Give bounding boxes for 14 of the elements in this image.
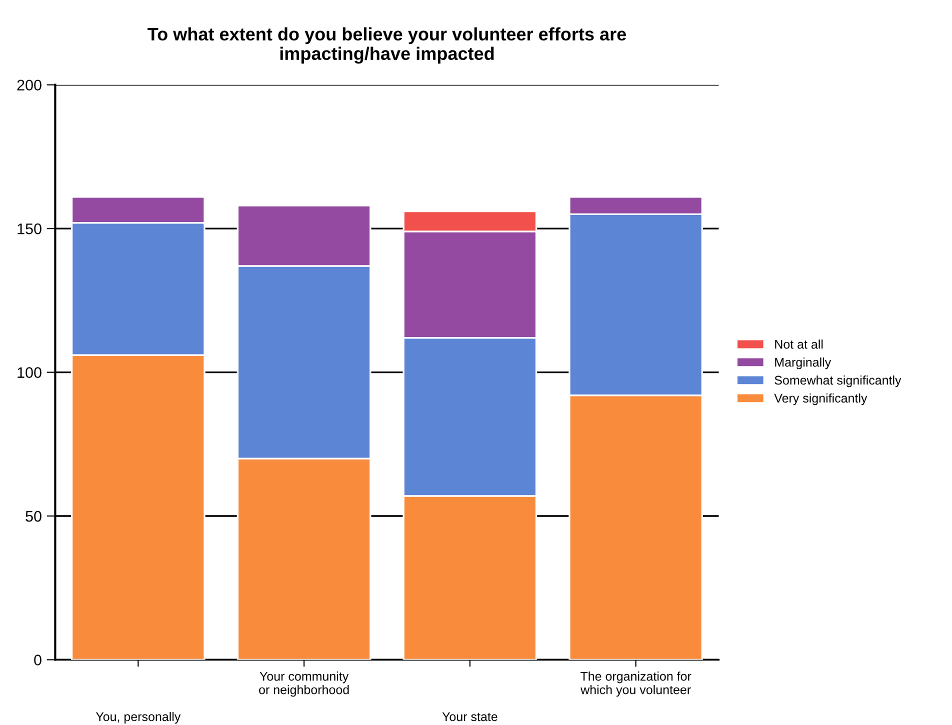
legend-label: Marginally (775, 358, 832, 370)
y-tick-label: 150 (18, 223, 42, 234)
legend-label: Somewhat significantly (774, 375, 902, 388)
y-tick-label: 50 (26, 510, 42, 522)
legend-label: Not at all (775, 340, 823, 349)
y-tick-label: 200 (17, 80, 42, 91)
x-tick-label: The organization for which you volunteer (580, 672, 692, 697)
legend-label: Very significantly (774, 393, 868, 406)
y-tick-label: 100 (18, 367, 42, 378)
x-tick-label: You, personally (96, 712, 181, 724)
x-tick-label: Your state (442, 712, 498, 722)
chart-title: To what extent do you believe your volunteer efforts are impacting/have impacted (148, 27, 626, 64)
x-tick-label: Your community or neighborhood (259, 672, 349, 697)
y-tick-label: 0 (34, 654, 42, 666)
